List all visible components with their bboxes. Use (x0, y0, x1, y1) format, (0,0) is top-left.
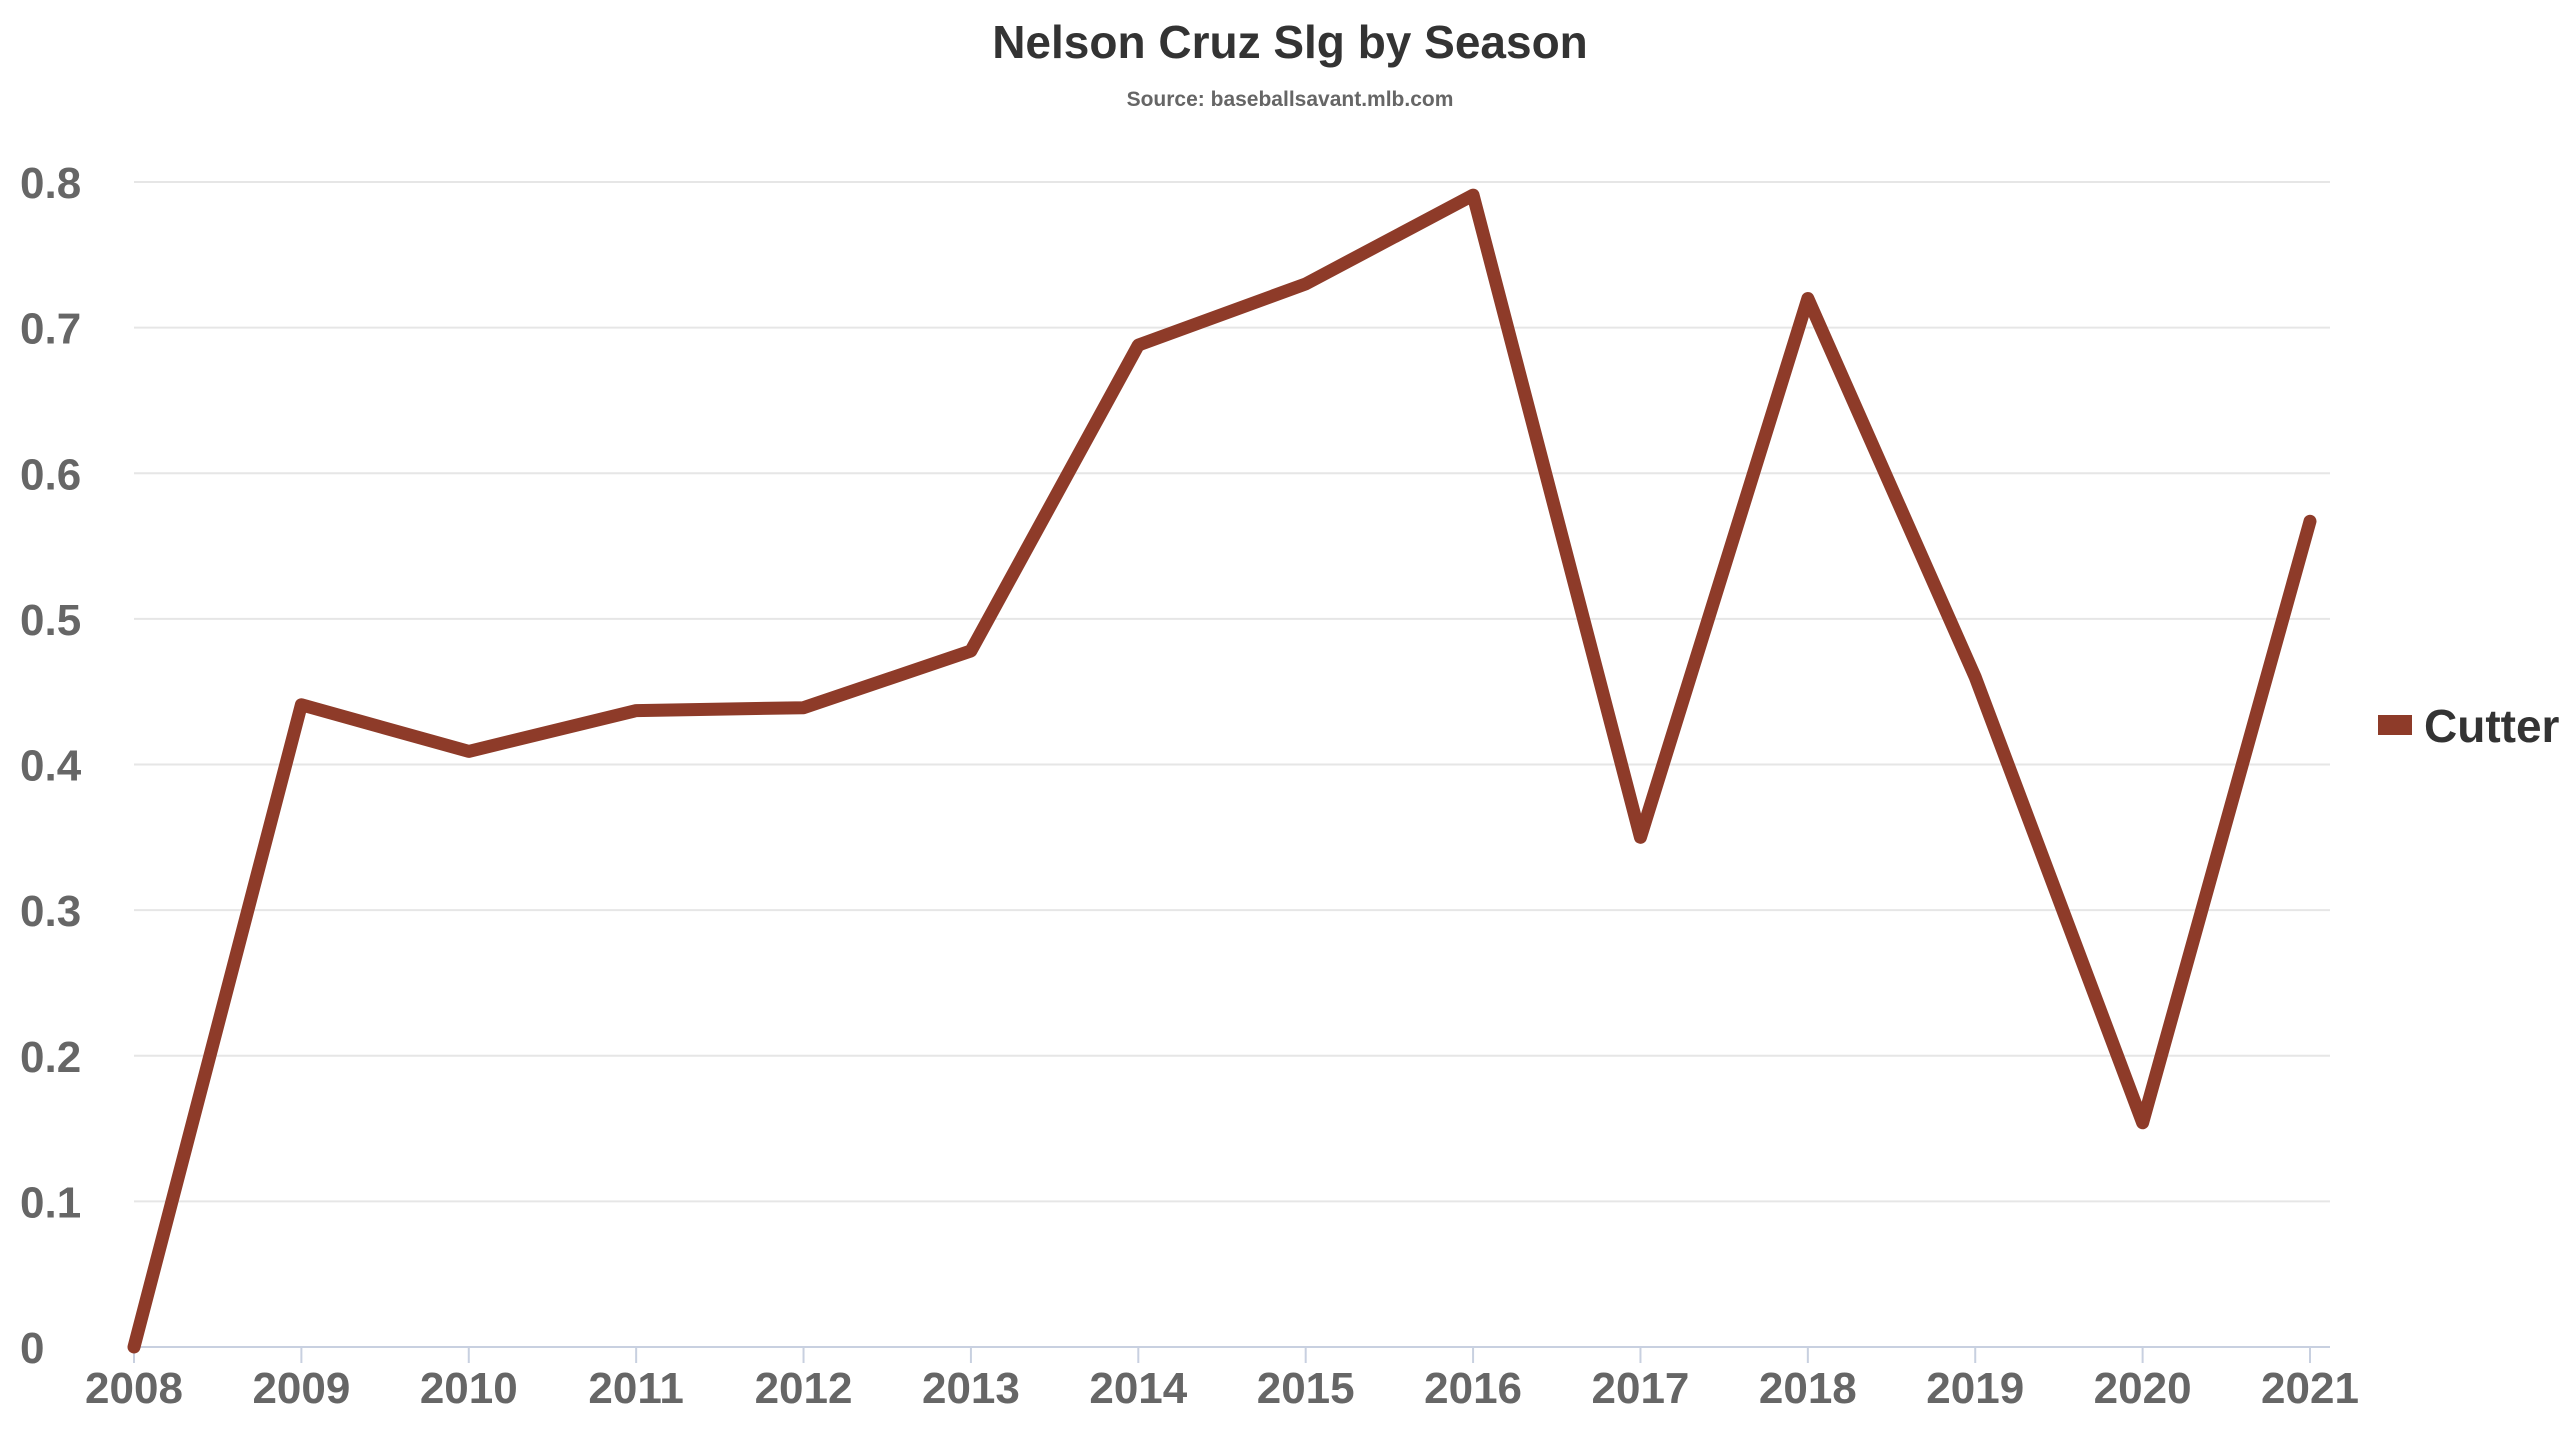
x-tick-label: 2016 (1424, 1364, 1522, 1413)
legend-label[interactable]: Cutter (2424, 700, 2560, 752)
chart-title: Nelson Cruz Slg by Season (992, 16, 1588, 68)
y-axis-tick-labels: 0 0.1 0.2 0.3 0.4 0.5 0.6 0.7 0.8 (20, 159, 82, 1373)
series-lines (127, 188, 2317, 1354)
x-tick-label: 2014 (1089, 1364, 1187, 1413)
x-tick-label: 2012 (755, 1364, 853, 1413)
y-tick-label: 0.4 (20, 742, 82, 791)
data-point (2309, 520, 2311, 522)
legend-swatch[interactable] (2378, 715, 2412, 735)
x-tick-label: 2009 (252, 1364, 350, 1413)
legend[interactable]: Cutter (2378, 700, 2560, 752)
x-tick-label: 2013 (922, 1364, 1020, 1413)
data-point (1974, 676, 1976, 678)
data-point (2142, 1122, 2144, 1124)
x-tick-label: 2011 (588, 1364, 683, 1413)
data-point (1639, 836, 1641, 838)
y-tick-label: 0.3 (20, 887, 81, 936)
x-tick-label: 2019 (1926, 1364, 2024, 1413)
data-point (300, 704, 302, 706)
data-point (468, 750, 470, 752)
data-point (1137, 344, 1139, 346)
y-tick-label: 0.7 (20, 305, 81, 354)
x-tick-label: 2021 (2261, 1364, 2359, 1413)
data-point (133, 1346, 135, 1348)
chart-subtitle: Source: baseballsavant.mlb.com (1127, 88, 1454, 111)
x-axis (133, 1346, 2330, 1363)
y-tick-label: 0.2 (20, 1033, 81, 1082)
x-tick-label: 2020 (2094, 1364, 2192, 1413)
x-tick-label: 2018 (1759, 1364, 1857, 1413)
data-point (1807, 298, 1809, 300)
data-point (970, 650, 972, 652)
y-tick-label: 0.1 (20, 1178, 81, 1227)
y-tick-label: 0.5 (20, 596, 81, 645)
x-tick-label: 2008 (85, 1364, 183, 1413)
series-line-cutter (127, 188, 2317, 1354)
y-tick-label: 0.6 (20, 450, 81, 499)
data-point (635, 710, 637, 712)
x-tick-label: 2017 (1592, 1364, 1690, 1413)
data-point (803, 707, 805, 709)
x-tick-label: 2015 (1257, 1364, 1355, 1413)
x-axis-tick-labels: 2008 2009 2010 2011 2012 2013 2014 2015 2016 2017… (85, 1364, 2359, 1413)
y-tick-label: 0.8 (20, 159, 81, 208)
y-tick-label: 0 (20, 1324, 44, 1373)
data-point (1472, 194, 1474, 196)
x-tick-label: 2010 (420, 1364, 518, 1413)
grid-lines (134, 181, 2330, 1203)
data-point (1305, 283, 1307, 285)
